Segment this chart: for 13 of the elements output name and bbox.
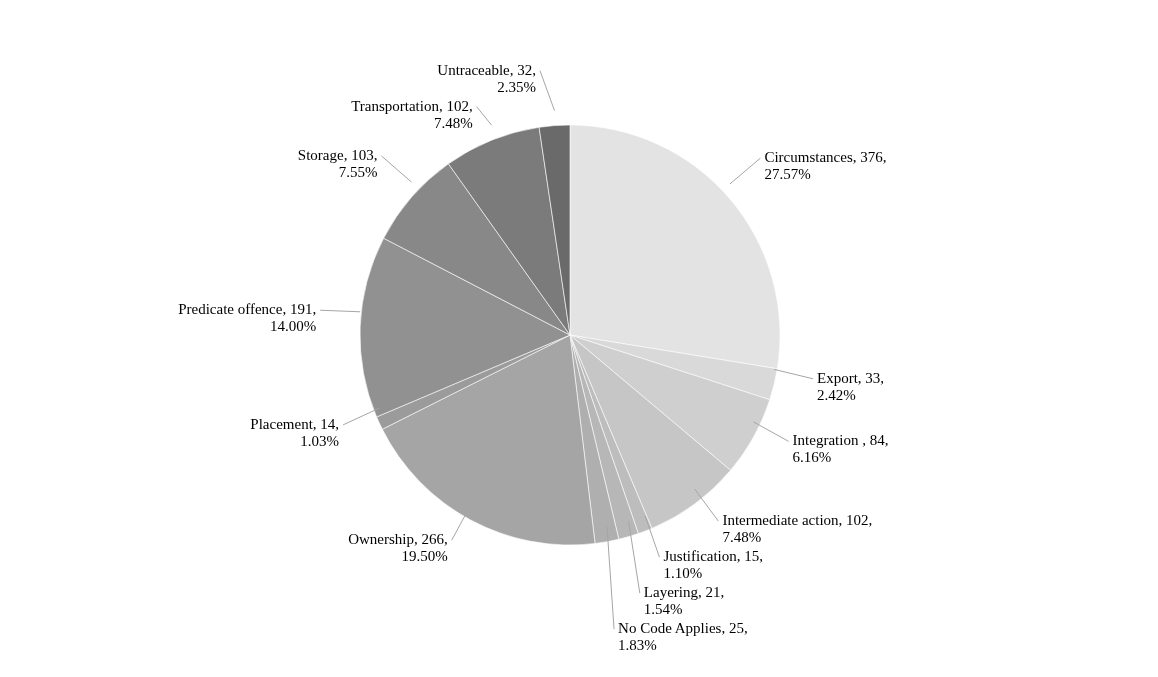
slice-label: Predicate offence, 191, 14.00% [178, 301, 317, 335]
slice-label: Storage, 103, 7.55% [297, 146, 378, 180]
slice-label: Layering, 21, 1.54% [643, 584, 725, 618]
slice-label: Transportation, 102, 7.48% [351, 97, 473, 131]
slice-label: Untraceable, 32, 2.35% [437, 61, 536, 95]
slice-label: Ownership, 266, 19.50% [348, 531, 448, 565]
slice-label: Integration , 84, 6.16% [792, 432, 889, 466]
slice-label: No Code Applies, 25, 1.83% [618, 620, 748, 654]
slice-label: Export, 33, 2.42% [816, 369, 885, 403]
slice-label: Placement, 14, 1.03% [250, 415, 340, 449]
slice-label: Circumstances, 376, 27.57% [764, 149, 887, 183]
slice-label: Justification, 15, 1.10% [663, 548, 764, 582]
slice-label: Intermediate action, 102, 7.48% [722, 512, 873, 546]
